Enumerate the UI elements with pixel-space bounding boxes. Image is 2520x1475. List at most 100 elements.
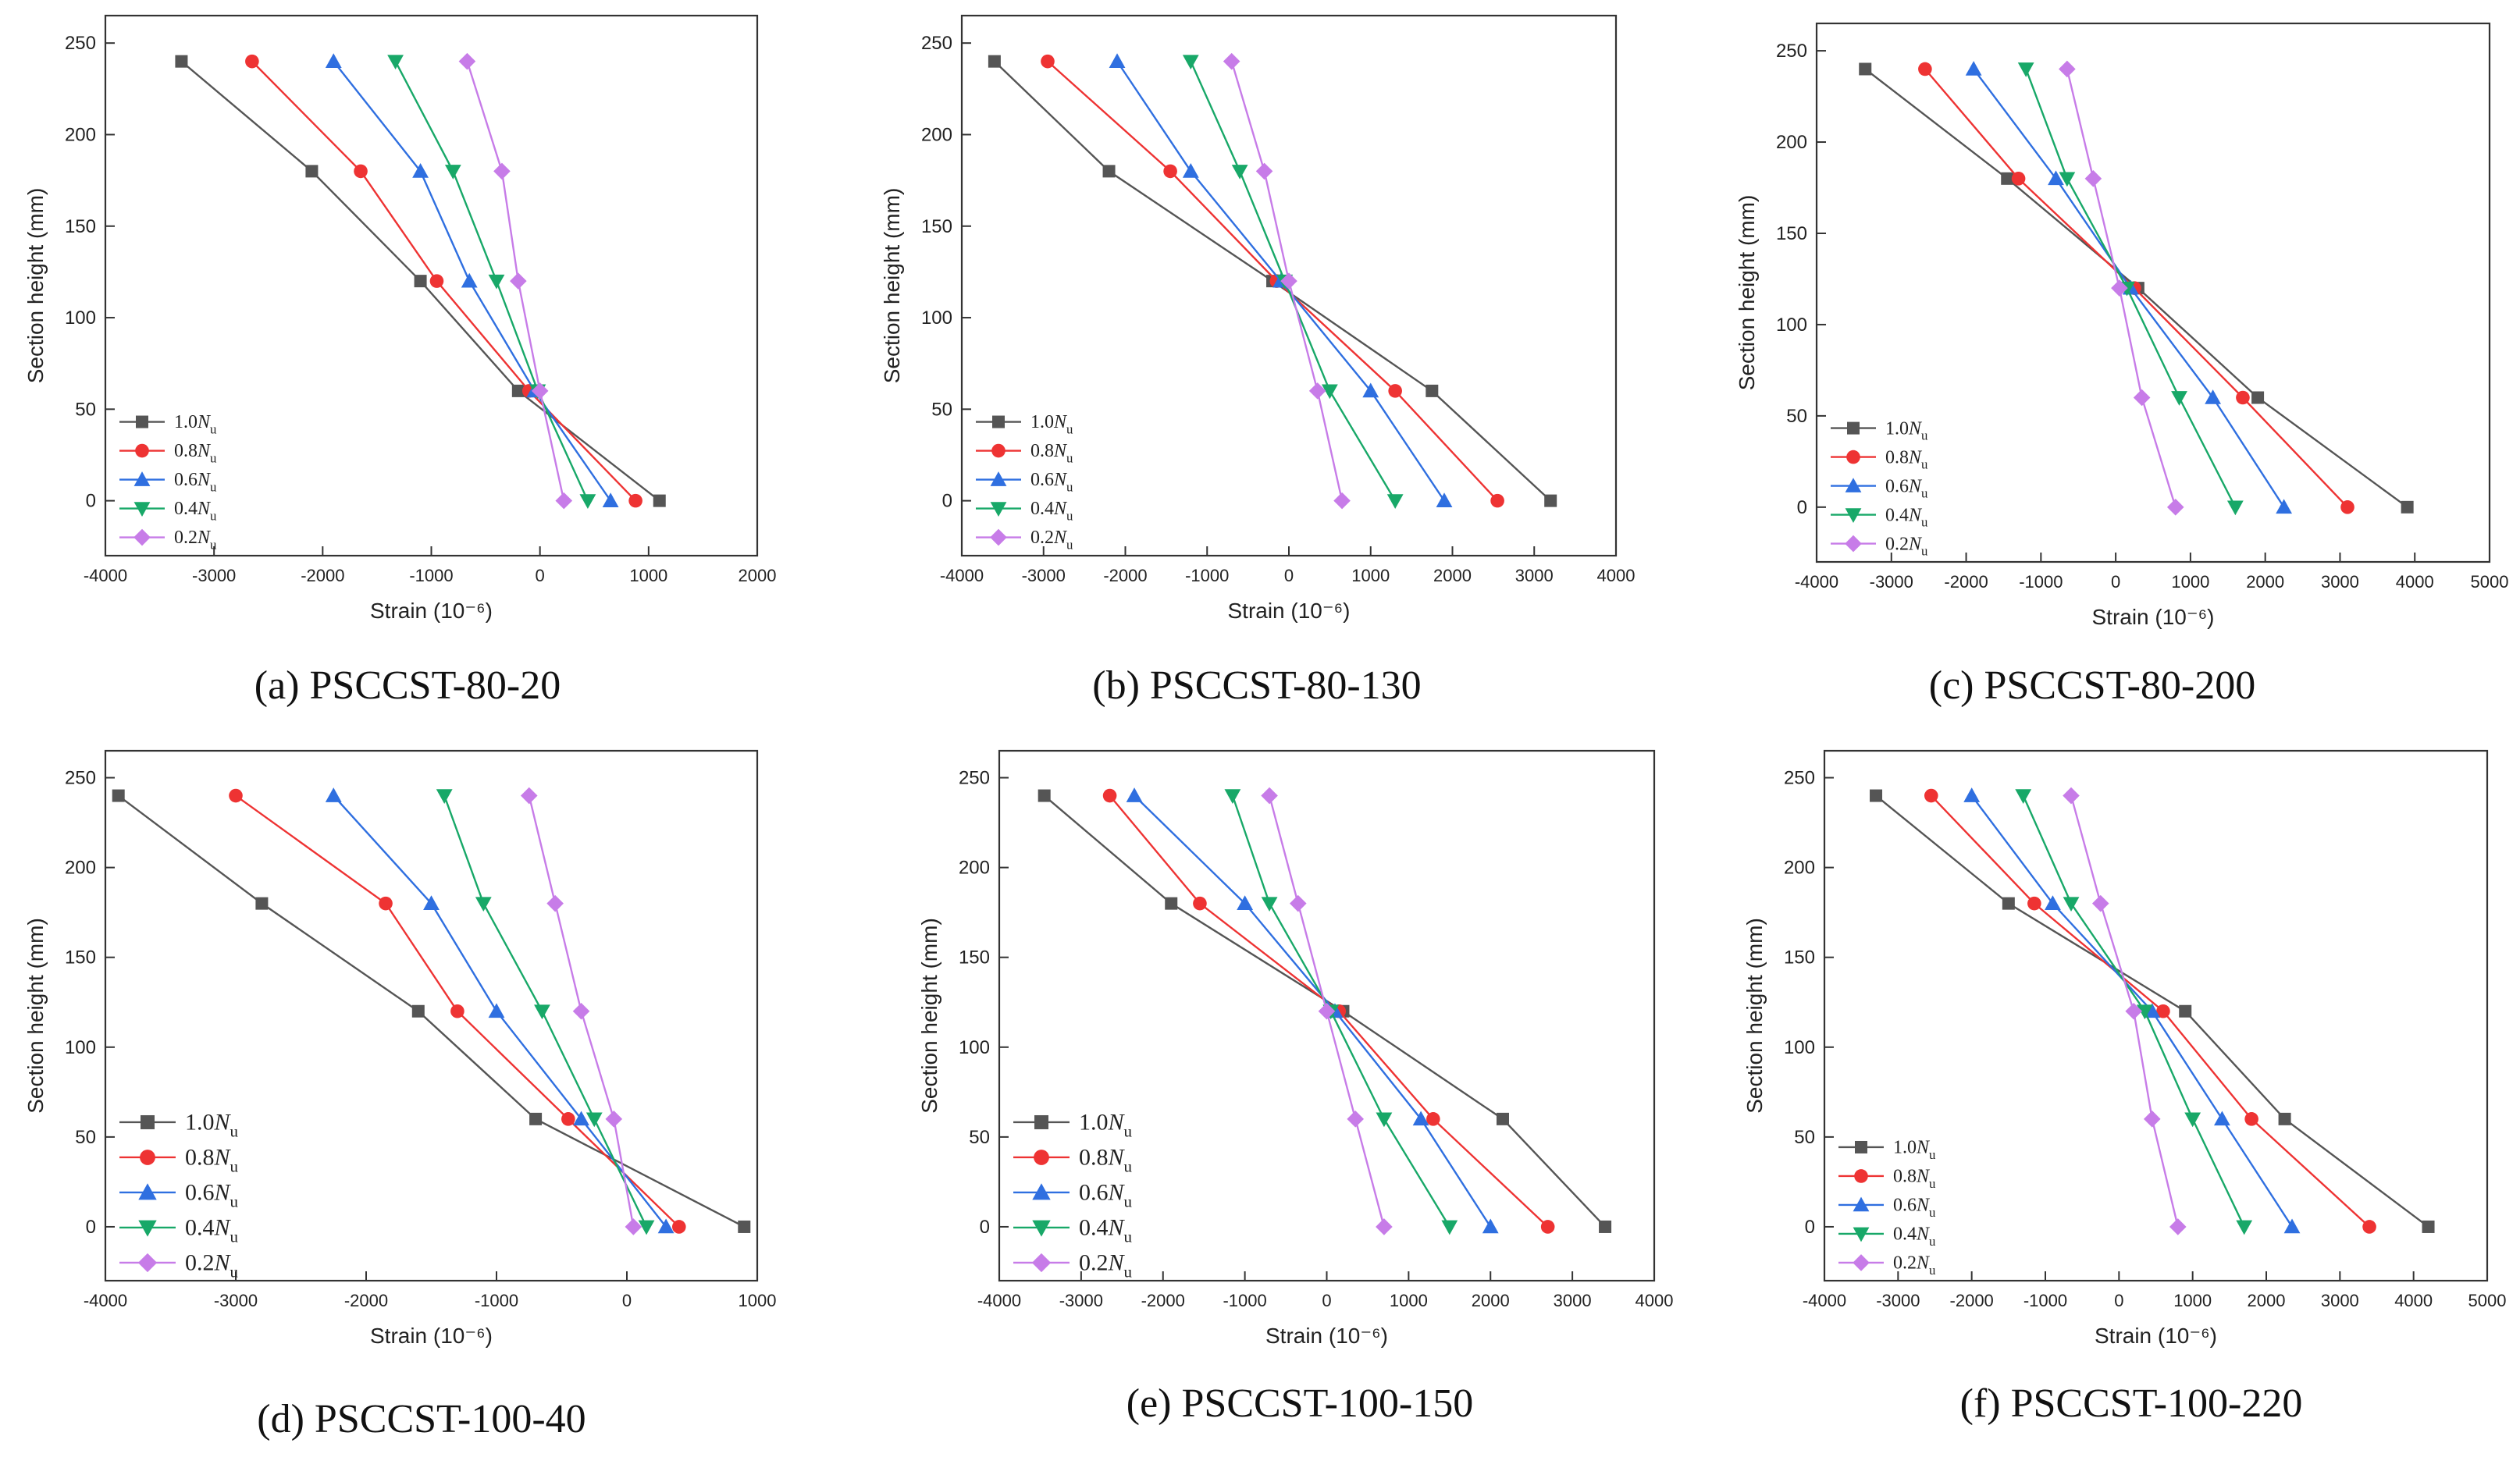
x-tick-label: -1000 — [475, 1291, 518, 1310]
y-tick-label: 0 — [980, 1217, 990, 1238]
data-point — [1333, 492, 1351, 510]
series-0.2-Nu — [458, 52, 573, 510]
data-point — [458, 52, 476, 70]
data-point — [412, 162, 429, 178]
data-point — [520, 787, 538, 805]
chart-caption: (e) PSCCST-100-150 — [1127, 1381, 1473, 1426]
data-point — [2059, 172, 2076, 187]
data-point — [2143, 1111, 2161, 1128]
series-line — [251, 60, 636, 502]
x-tick-label: -3000 — [1022, 566, 1066, 585]
data-point — [2136, 1004, 2153, 1020]
x-tick-label: 2000 — [1433, 566, 1472, 585]
data-point — [2422, 1220, 2435, 1233]
series-line — [1134, 794, 1492, 1228]
legend-marker — [136, 415, 148, 428]
chart-panel-6: -4000 -3000 -2000 -1000 0 1000 2000 3000 4000 500… — [1742, 749, 2506, 1426]
data-point — [1182, 55, 1199, 70]
legend-entry-0.6: 0.6Nu — [1030, 470, 1073, 494]
data-point — [2401, 500, 2414, 514]
data-point — [1223, 52, 1240, 70]
data-point — [325, 787, 342, 802]
series-0.4-Nu — [436, 789, 655, 1235]
data-point — [1347, 1111, 1365, 1128]
chart-caption: (f) PSCCST-100-220 — [1960, 1381, 2303, 1426]
plot-frame — [104, 749, 759, 1282]
chart-panel-5: -4000 -3000 -2000 -1000 0 1000 2000 3000 4000 0 50… — [917, 749, 1673, 1426]
y-tick-label: 150 — [1776, 223, 1807, 244]
legend-marker — [1853, 1196, 1870, 1212]
y-tick-label: 50 — [1786, 406, 1807, 427]
x-tick-label: -3000 — [214, 1291, 258, 1310]
legend-marker — [138, 1183, 157, 1200]
legend-marker — [1853, 1227, 1870, 1242]
legend-marker — [990, 471, 1007, 486]
x-tick-label: -3000 — [1876, 1291, 1920, 1310]
legend-marker — [1855, 1140, 1867, 1153]
data-point — [461, 272, 478, 288]
legend-entry-0.2: 0.2Nu — [1030, 528, 1073, 552]
y-tick-label: 150 — [1784, 947, 1815, 969]
y-tick-label: 100 — [65, 1037, 96, 1058]
data-point — [2084, 170, 2102, 187]
x-axis-label: Strain (10⁻⁶) — [2091, 605, 2214, 629]
y-tick-label: 0 — [942, 491, 952, 512]
legend-entry-0.2: 0.2Nu — [1079, 1250, 1133, 1281]
data-point — [436, 789, 453, 804]
y-tick-label: 50 — [75, 1127, 96, 1148]
series-0.2-Nu — [2063, 787, 2187, 1235]
series-0.8-Nu — [1041, 54, 1504, 508]
data-point — [1870, 789, 1883, 802]
plot-frame — [1815, 22, 2491, 563]
legend-entry-0.2: 0.2Nu — [185, 1250, 239, 1281]
y-tick-label: 250 — [921, 33, 952, 54]
legend-marker — [1853, 1254, 1870, 1271]
legend-marker — [140, 1150, 155, 1165]
x-tick-label: -4000 — [940, 566, 984, 585]
data-point — [561, 1112, 575, 1126]
y-tick-label: 200 — [1784, 858, 1815, 879]
y-tick-label: 150 — [65, 947, 96, 969]
legend-marker — [1846, 450, 1860, 464]
series-1.0-Nu — [1870, 789, 2435, 1233]
x-tick-label: -2000 — [1944, 572, 1988, 592]
legend-marker — [135, 443, 149, 458]
legend-entry-1.0: 1.0Nu — [1079, 1110, 1133, 1141]
data-point — [255, 897, 269, 910]
data-point — [1924, 788, 1938, 803]
x-tick-label: 2000 — [1472, 1291, 1510, 1310]
x-tick-label: -2000 — [1950, 1291, 1994, 1310]
data-point — [738, 1220, 751, 1233]
data-point — [638, 1220, 655, 1235]
legend-entry-0.6: 0.6Nu — [1893, 1196, 1936, 1220]
series-0.8-Nu — [1918, 62, 2354, 514]
y-axis-label: Section height (mm) — [880, 188, 904, 384]
data-point — [2244, 1112, 2258, 1126]
data-point — [1193, 896, 1207, 911]
legend-entry-0.4: 0.4Nu — [174, 499, 217, 523]
data-point — [1261, 897, 1278, 912]
data-point — [2111, 279, 2128, 297]
data-point — [1426, 1112, 1440, 1126]
legend-marker — [1031, 1253, 1052, 1273]
y-axis-label: Section height (mm) — [1735, 195, 1759, 391]
x-tick-label: 1000 — [1351, 566, 1390, 585]
data-point — [1376, 1112, 1393, 1128]
data-point — [1376, 1218, 1393, 1235]
data-point — [2017, 62, 2034, 77]
data-point — [1038, 789, 1051, 802]
legend-marker — [1034, 1114, 1048, 1129]
data-point — [1280, 272, 1297, 290]
legend: 1.0Nu 0.8Nu 0.6Nu 0.4Nu 0.2Nu — [119, 1110, 239, 1281]
y-tick-label: 100 — [959, 1037, 990, 1058]
x-tick-label: 0 — [1284, 566, 1294, 585]
data-point — [1163, 164, 1177, 179]
y-tick-label: 100 — [1776, 315, 1807, 336]
data-point — [1109, 53, 1126, 68]
legend-marker — [991, 443, 1006, 458]
data-point — [1965, 61, 1982, 76]
legend-entry-1.0: 1.0Nu — [1893, 1138, 1936, 1162]
legend-marker — [1034, 1150, 1049, 1165]
x-tick-label: 0 — [2111, 572, 2120, 592]
data-point — [2063, 897, 2080, 912]
